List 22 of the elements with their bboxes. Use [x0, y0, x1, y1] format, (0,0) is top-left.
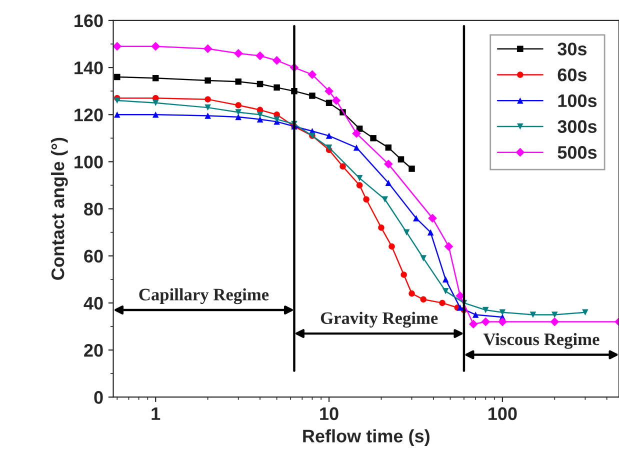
- x-tick-label: 100: [488, 407, 517, 420]
- legend-label: 300s: [558, 120, 597, 133]
- y-tick-label: 0: [94, 391, 103, 404]
- y-tick-label: 120: [74, 108, 103, 122]
- y-tick-label: 100: [74, 156, 103, 168]
- legend-label: 30s: [558, 42, 587, 56]
- legend-label: 500s: [558, 146, 597, 159]
- y-tick-label: 160: [74, 14, 103, 28]
- x-tick-label: 10: [320, 407, 338, 420]
- y-tick-label: 60: [84, 250, 103, 263]
- y-axis-title: Contact angle (°): [50, 138, 68, 280]
- y-tick-label: 40: [84, 296, 103, 310]
- y-tick-label: 20: [84, 344, 103, 357]
- legend-label: 60s: [558, 68, 587, 82]
- annotation: Capillary Regime: [139, 288, 269, 304]
- y-tick-label: 80: [84, 202, 103, 216]
- legend-label: 100s: [558, 94, 597, 108]
- annotation: Viscous Regime: [483, 332, 600, 349]
- y-tick-label: 140: [74, 61, 103, 74]
- x-axis-title: Reflow time (s): [303, 429, 430, 446]
- x-tick-label: 1: [152, 407, 160, 420]
- annotation: Gravity Regime: [320, 312, 438, 328]
